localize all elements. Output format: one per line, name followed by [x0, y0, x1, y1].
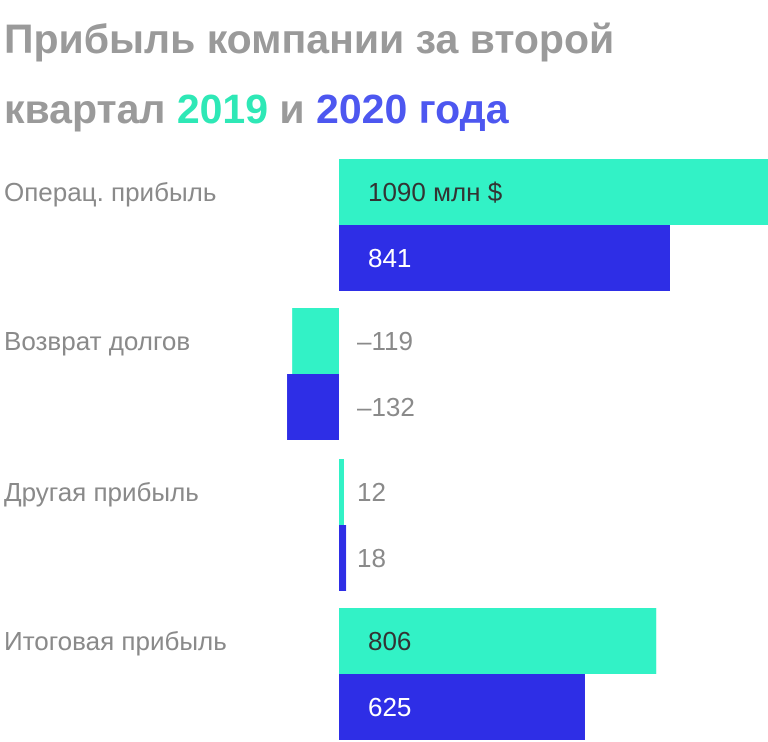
data-label-2020-3: 625 — [368, 692, 411, 722]
category-group-0: Операц. прибыль 1090 млн $ 841 — [4, 159, 768, 291]
category-group-1: Возврат долгов –119 –132 — [4, 308, 415, 440]
data-label-2019-1: –119 — [357, 326, 413, 356]
title-conjunction: и — [268, 86, 317, 132]
bar-2020-0 — [339, 225, 670, 291]
category-group-3: Итоговая прибыль 806 625 — [4, 608, 657, 740]
bar-2019-1 — [292, 308, 339, 374]
data-label-2020-2: 18 — [357, 543, 386, 573]
category-label: Операц. прибыль — [4, 177, 216, 207]
title-line1: Прибыль компании за второй — [4, 16, 615, 62]
category-label: Итоговая прибыль — [4, 626, 227, 656]
title-year-2020: 2020 года — [316, 86, 509, 132]
bar-2020-3 — [339, 674, 585, 740]
bar-2019-2 — [339, 459, 344, 525]
chart-title: Прибыль компании за второй квартал 2019 … — [4, 4, 764, 144]
title-year-2019: 2019 — [176, 86, 269, 132]
data-label-2019-2: 12 — [357, 477, 386, 507]
category-group-2: Другая прибыль 12 18 — [4, 459, 386, 591]
bar-2019-0 — [339, 159, 768, 225]
category-label: Другая прибыль — [4, 477, 199, 507]
bar-2020-2 — [339, 525, 347, 591]
data-label-2019-3: 806 — [368, 626, 411, 656]
data-label-2020-0: 841 — [368, 243, 411, 273]
bar-2019-3 — [339, 608, 657, 674]
title-line2-prefix: квартал — [4, 86, 177, 132]
data-label-2019-0: 1090 млн $ — [368, 177, 503, 207]
data-label-2020-1: –132 — [357, 392, 415, 422]
category-label: Возврат долгов — [4, 326, 190, 356]
bar-2020-1 — [287, 374, 339, 440]
